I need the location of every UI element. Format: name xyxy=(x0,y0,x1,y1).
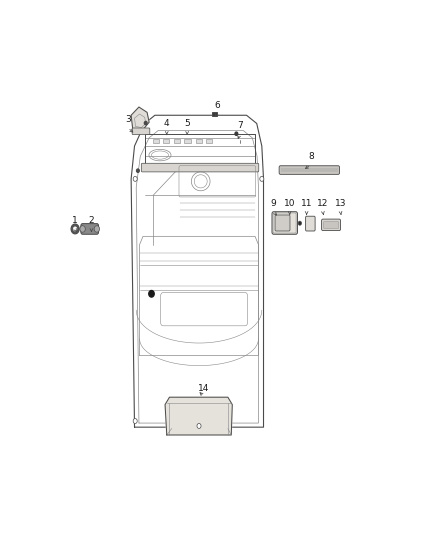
Text: 12: 12 xyxy=(317,199,328,208)
Bar xyxy=(163,139,170,143)
Circle shape xyxy=(149,290,154,297)
FancyBboxPatch shape xyxy=(321,219,341,231)
Circle shape xyxy=(145,122,147,125)
FancyBboxPatch shape xyxy=(81,224,99,235)
Circle shape xyxy=(298,221,301,225)
FancyBboxPatch shape xyxy=(132,128,150,134)
Circle shape xyxy=(80,225,85,232)
Bar xyxy=(174,139,180,143)
Text: 2: 2 xyxy=(88,216,94,225)
Circle shape xyxy=(94,225,99,232)
Text: 11: 11 xyxy=(301,199,312,208)
Bar xyxy=(184,139,191,143)
Circle shape xyxy=(137,169,139,172)
Text: 7: 7 xyxy=(237,122,243,131)
Bar xyxy=(196,139,202,143)
Circle shape xyxy=(133,418,137,424)
FancyBboxPatch shape xyxy=(141,163,259,172)
Circle shape xyxy=(71,224,79,234)
Text: 1: 1 xyxy=(71,216,78,225)
Bar xyxy=(212,111,217,117)
FancyBboxPatch shape xyxy=(306,216,315,231)
Circle shape xyxy=(235,132,238,135)
Circle shape xyxy=(197,424,201,429)
Circle shape xyxy=(74,227,77,231)
Polygon shape xyxy=(131,107,149,130)
Bar xyxy=(206,139,212,143)
FancyBboxPatch shape xyxy=(275,215,290,231)
Circle shape xyxy=(133,176,137,181)
FancyBboxPatch shape xyxy=(279,166,339,174)
Text: 6: 6 xyxy=(215,101,221,110)
Bar xyxy=(153,139,159,143)
FancyBboxPatch shape xyxy=(324,222,339,229)
Text: 5: 5 xyxy=(184,119,190,128)
FancyBboxPatch shape xyxy=(272,212,297,235)
Text: 3: 3 xyxy=(125,115,131,124)
Text: 13: 13 xyxy=(335,199,346,208)
Text: 14: 14 xyxy=(198,384,210,393)
Text: 10: 10 xyxy=(284,199,295,208)
Polygon shape xyxy=(165,397,232,435)
Text: 9: 9 xyxy=(271,199,276,208)
Text: 8: 8 xyxy=(308,152,314,161)
Text: 4: 4 xyxy=(164,119,170,128)
Circle shape xyxy=(260,176,264,181)
